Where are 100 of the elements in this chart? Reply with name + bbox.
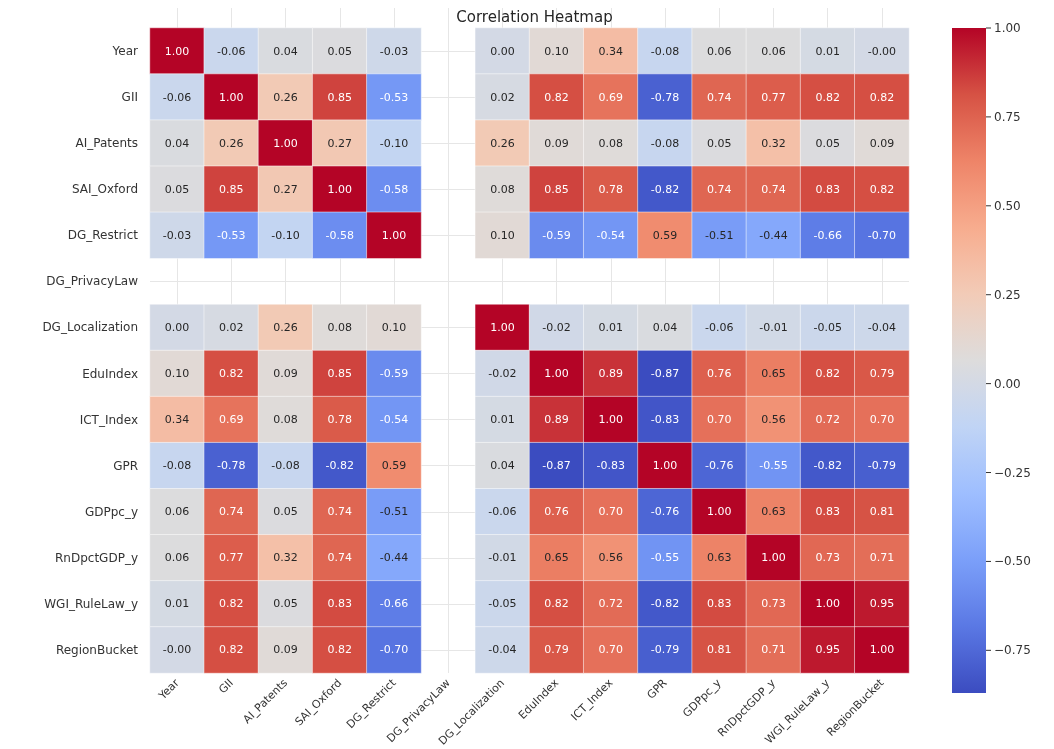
data-label: -0.54	[379, 413, 409, 427]
data-label: 0.05	[273, 505, 298, 519]
data-label: 1.00	[544, 367, 569, 381]
data-label: 1.00	[652, 459, 678, 473]
data-label: 0.85	[544, 182, 569, 196]
data-label: 0.89	[544, 413, 569, 427]
color-bar-label: 0.50	[994, 198, 1021, 213]
y-tick-label: RegionBucket	[55, 642, 139, 657]
data-label: -0.02	[542, 320, 571, 334]
data-label: 0.69	[219, 413, 244, 427]
data-label: -0.87	[542, 459, 571, 473]
data-label: 1.00	[327, 182, 352, 196]
data-label: -0.53	[217, 228, 246, 242]
x-tick-label: GII	[216, 676, 236, 697]
data-label: 0.34	[598, 44, 624, 58]
data-label: -0.78	[217, 459, 246, 473]
data-label: 0.70	[869, 413, 895, 427]
data-label: 0.65	[761, 367, 786, 381]
data-label: 0.01	[490, 413, 515, 427]
data-label: 0.74	[327, 551, 352, 565]
data-label: -0.82	[813, 459, 842, 473]
color-bar-label: 0.75	[994, 109, 1021, 124]
data-label: 0.05	[164, 182, 190, 196]
data-label: -0.00	[162, 643, 192, 657]
data-label: 0.83	[327, 597, 352, 611]
data-label: 0.63	[761, 505, 786, 519]
data-label: 0.10	[381, 320, 407, 334]
data-label: 0.56	[761, 413, 786, 427]
data-label: 0.06	[164, 505, 190, 519]
data-label: 0.05	[707, 136, 732, 150]
color-bar-label: 1.00	[994, 21, 1021, 35]
data-label: 0.01	[598, 320, 624, 334]
data-label: 0.69	[598, 90, 624, 104]
data-label: -0.06	[217, 44, 246, 58]
data-label: 0.74	[707, 182, 732, 196]
data-label: 0.71	[761, 643, 786, 657]
data-label: 0.05	[815, 136, 840, 150]
data-label: -0.83	[650, 413, 680, 427]
data-label: 0.82	[219, 367, 244, 381]
data-label: -0.83	[596, 459, 626, 473]
data-label: -0.66	[813, 228, 842, 242]
data-label: 0.01	[815, 44, 840, 58]
y-tick-label: GII	[121, 90, 138, 105]
data-label: 0.77	[761, 90, 786, 104]
data-label: 0.08	[490, 182, 515, 196]
data-label: 0.09	[869, 136, 895, 150]
data-label: 0.06	[164, 551, 190, 565]
data-label: 0.73	[761, 597, 786, 611]
data-label: 0.74	[219, 505, 244, 519]
y-tick-label: GDPpc_y	[84, 504, 138, 519]
data-label: 0.70	[598, 505, 624, 519]
data-label: -0.44	[379, 551, 409, 565]
data-label: -0.00	[867, 44, 897, 58]
data-label: 0.70	[598, 643, 624, 657]
data-label: 0.85	[327, 90, 352, 104]
data-label: 0.08	[598, 136, 624, 150]
y-tick-label: DG_Restrict	[67, 228, 139, 243]
data-label: -0.01	[488, 551, 517, 565]
data-label: 1.00	[219, 90, 244, 104]
data-label: -0.55	[650, 551, 680, 565]
data-label: 0.82	[869, 90, 895, 104]
data-label: -0.76	[705, 459, 734, 473]
data-label: -0.87	[650, 367, 680, 381]
data-label: 0.34	[164, 413, 190, 427]
data-label: -0.51	[379, 505, 409, 519]
data-label: -0.70	[867, 228, 897, 242]
data-label: 1.00	[490, 320, 515, 334]
data-label: 0.27	[327, 136, 352, 150]
y-tick-label: DG_Localization	[42, 320, 138, 335]
y-tick-label: EduIndex	[82, 366, 138, 381]
data-label: 0.08	[273, 413, 298, 427]
data-label: 0.82	[815, 367, 840, 381]
data-label: 0.59	[652, 228, 678, 242]
data-label: 0.70	[707, 413, 732, 427]
data-label: 1.00	[869, 643, 895, 657]
data-label: 1.00	[761, 551, 786, 565]
data-label: 0.95	[869, 597, 895, 611]
data-label: -0.10	[379, 136, 409, 150]
data-label: 0.00	[490, 44, 515, 58]
data-label: 1.00	[707, 505, 732, 519]
data-label: 0.08	[327, 320, 352, 334]
data-label: 0.79	[544, 643, 569, 657]
data-label: 0.59	[381, 459, 407, 473]
data-label: 0.77	[219, 551, 244, 565]
y-tick-label: WGI_RuleLaw_y	[44, 596, 138, 611]
data-label: 0.01	[164, 597, 190, 611]
data-label: 0.78	[327, 413, 352, 427]
data-label: 0.72	[815, 413, 840, 427]
data-label: -0.06	[488, 505, 517, 519]
data-label: 0.04	[490, 459, 515, 473]
data-label: -0.03	[162, 228, 192, 242]
data-label: 0.73	[815, 551, 840, 565]
data-label: 1.00	[273, 136, 298, 150]
data-label: -0.03	[379, 44, 409, 58]
data-label: -0.08	[650, 44, 680, 58]
data-label: 0.06	[707, 44, 732, 58]
data-label: 0.83	[815, 182, 840, 196]
data-label: -0.70	[379, 643, 409, 657]
data-label: -0.10	[271, 228, 300, 242]
data-label: -0.53	[379, 90, 409, 104]
